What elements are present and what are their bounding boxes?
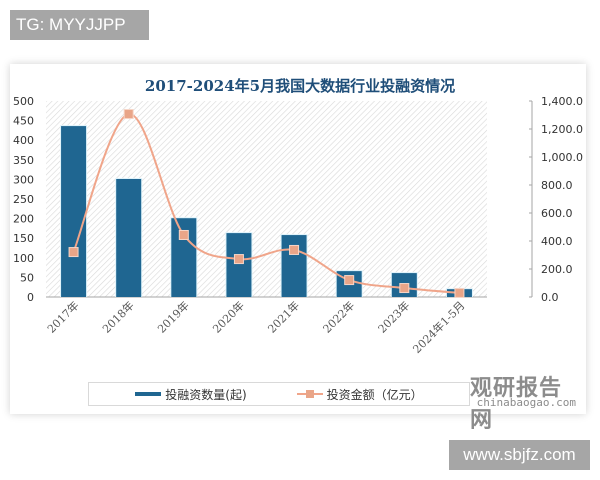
x-tick-label: 2024年1-5月 bbox=[410, 298, 468, 356]
chart-legend: 投融资数量(起) 投资金额（亿元） bbox=[88, 382, 470, 406]
x-tick-label: 2020年 bbox=[210, 298, 247, 335]
x-tick-label: 2021年 bbox=[265, 298, 302, 335]
left-tick-label: 250 bbox=[13, 193, 34, 206]
x-tick-label: 2022年 bbox=[320, 298, 357, 335]
right-tick-label: 400.0 bbox=[541, 235, 573, 248]
line-marker bbox=[178, 229, 189, 240]
left-tick-label: 200 bbox=[13, 213, 34, 226]
line-marker bbox=[454, 287, 465, 298]
bar bbox=[226, 233, 252, 297]
left-tick-label: 300 bbox=[13, 173, 34, 186]
left-tick-label: 350 bbox=[13, 154, 34, 167]
right-tick-label: 200.0 bbox=[541, 263, 573, 276]
right-tick-label: 0.0 bbox=[541, 291, 559, 304]
left-tick-label: 150 bbox=[13, 232, 34, 245]
bar bbox=[281, 235, 307, 297]
right-tick-label: 800.0 bbox=[541, 179, 573, 192]
x-axis-labels: 2017年 2018年 2019年 2020年 2021年 2022年 2023年2024年… bbox=[44, 298, 467, 356]
line-marker bbox=[399, 283, 410, 294]
right-tick-label: 1,200.0 bbox=[541, 123, 583, 136]
right-tick-label: 1,000.0 bbox=[541, 151, 583, 164]
site-watermark: www.sbjfz.com bbox=[449, 440, 590, 470]
left-tick-label: 450 bbox=[13, 115, 34, 128]
line-marker bbox=[123, 109, 134, 120]
legend-bar-label: 投融资数量(起) bbox=[165, 387, 247, 402]
left-tick-label: 100 bbox=[13, 252, 34, 265]
x-tick-label: 2018年 bbox=[99, 298, 136, 335]
line-marker bbox=[344, 275, 355, 286]
chart-title: 2017-2024年5月我国大数据行业投融资情况 bbox=[144, 77, 456, 95]
legend-line-label: 投资金额（亿元） bbox=[326, 387, 423, 402]
left-tick-label: 500 bbox=[13, 95, 34, 108]
x-tick-label: 2023年 bbox=[375, 298, 412, 335]
left-axis: 0 50 100 150 200 250 300 350 400 450 500 bbox=[13, 95, 34, 304]
line-markers bbox=[68, 109, 465, 298]
left-tick-label: 0 bbox=[27, 291, 34, 304]
right-tick-label: 600.0 bbox=[541, 207, 573, 220]
line-marker bbox=[68, 247, 79, 258]
line-marker bbox=[289, 244, 300, 255]
bar-swatch-icon bbox=[135, 392, 162, 396]
bar bbox=[116, 179, 142, 297]
left-tick-label: 50 bbox=[20, 271, 34, 284]
legend-item-line: 投资金额（亿元） bbox=[296, 386, 423, 403]
bar-series bbox=[60, 125, 473, 297]
bar bbox=[61, 126, 87, 297]
line-swatch-icon bbox=[296, 390, 323, 398]
right-tick-label: 1,400.0 bbox=[541, 95, 583, 108]
plot-area bbox=[46, 101, 487, 297]
legend-item-bar: 投融资数量(起) bbox=[135, 386, 247, 403]
left-tick-label: 400 bbox=[13, 134, 34, 147]
line-marker bbox=[233, 254, 244, 265]
logo-text-cn: 观研报告网 bbox=[470, 376, 563, 433]
chinabaogao-logo: 观研报告网 chinabaogao.com bbox=[470, 370, 590, 433]
right-axis: 0.0 200.0 400.0 600.0 800.0 1,000.0 1,200.0 1,4… bbox=[529, 95, 583, 304]
tg-watermark: TG: MYYJJPP bbox=[10, 10, 149, 40]
x-tick-label: 2017年 bbox=[44, 298, 81, 335]
x-tick-label: 2019年 bbox=[154, 298, 191, 335]
logo-text-en: chinabaogao.com bbox=[476, 396, 576, 409]
